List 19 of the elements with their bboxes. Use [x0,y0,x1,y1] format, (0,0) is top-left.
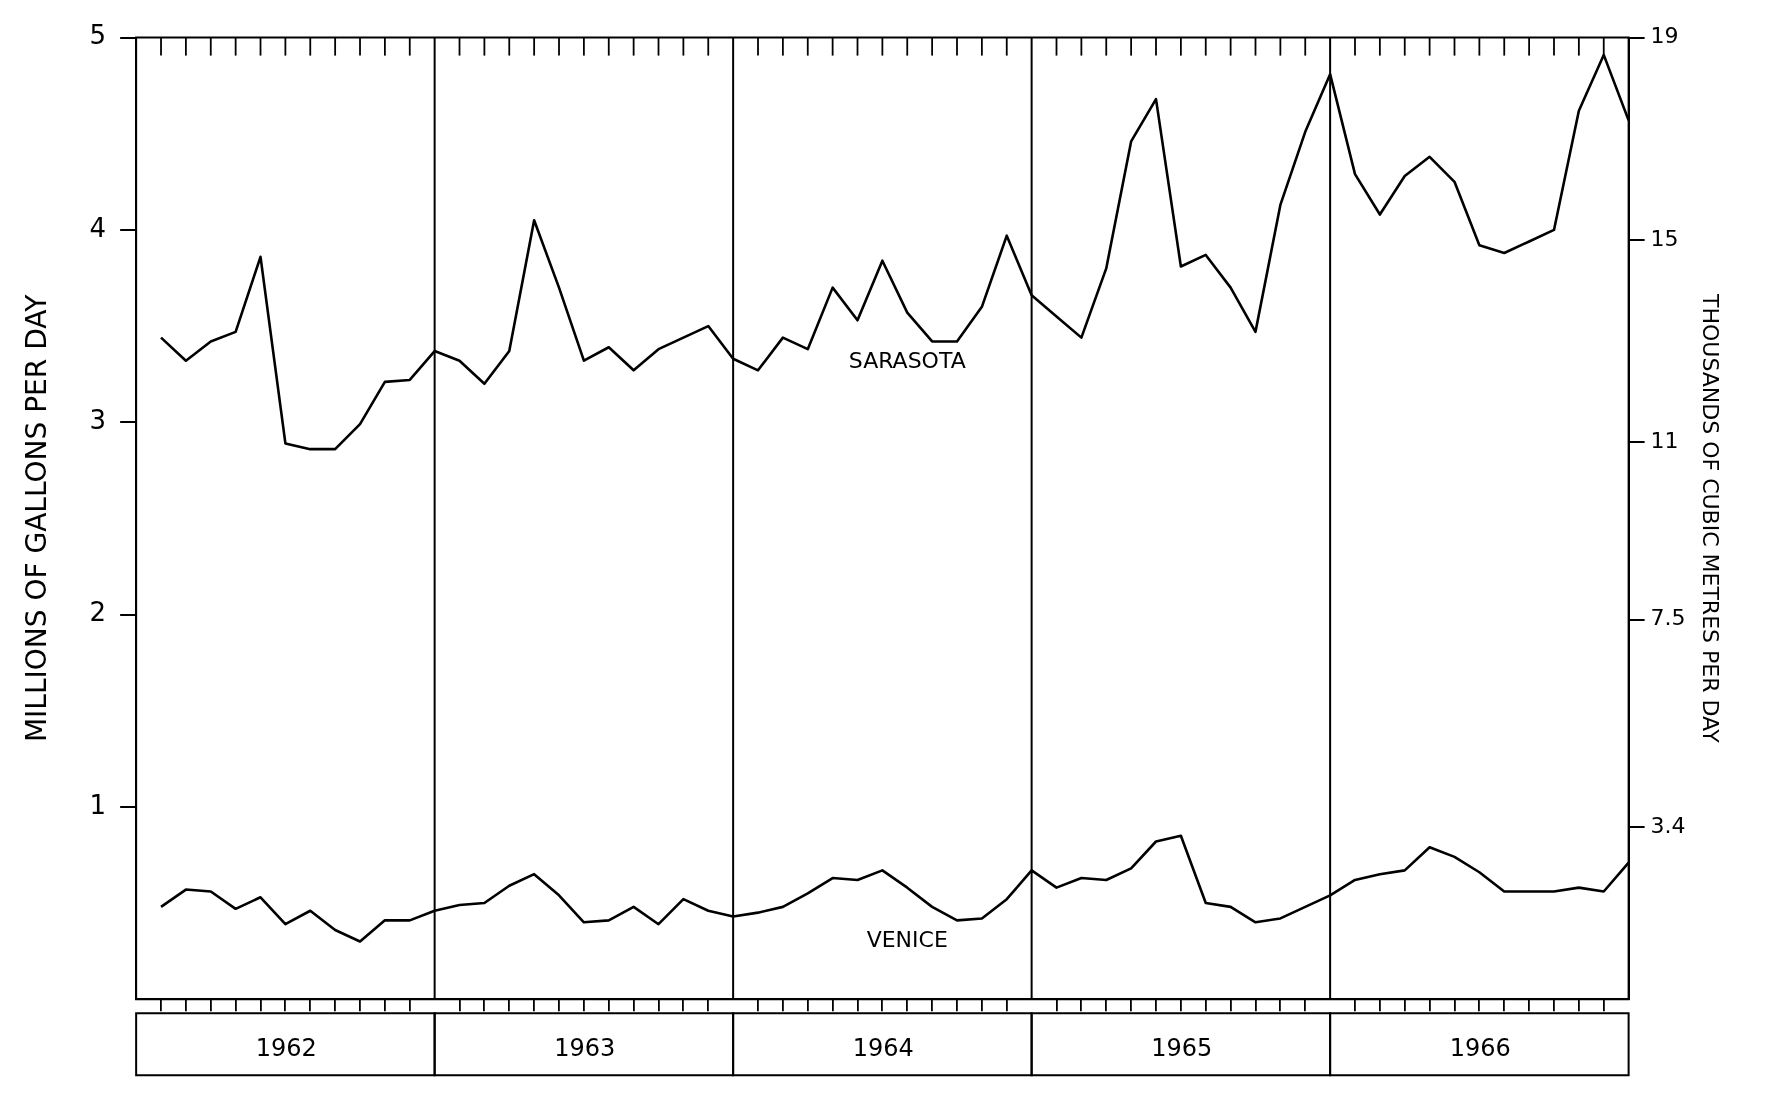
y2-tick-label: 11 [1650,428,1679,454]
x-tick-label: 1964 [852,1033,914,1062]
x-tick-label: 1963 [554,1033,616,1062]
y2-tick-label: 15 [1650,225,1679,251]
y2-tick-label: 3.4 [1650,812,1686,838]
y-tick-label: 3 [89,404,107,435]
y2-axis-title: THOUSANDS OF CUBIC METRES PER DAY [1698,293,1724,744]
series-label: SARASOTA [848,348,966,374]
y-axis-title: MILLIONS OF GALLONS PER DAY [20,293,54,743]
y2-tick-label: 7.5 [1650,605,1686,631]
y-tick-label: 1 [89,789,107,820]
x-tick-label: 1962 [255,1033,317,1062]
x-tick-label: 1965 [1151,1033,1213,1062]
y-tick-label: 2 [89,597,107,628]
series-label: VENICE [866,927,948,953]
x-tick-label: 1966 [1449,1033,1511,1062]
y-tick-label: 5 [89,20,107,51]
y2-tick-label: 19 [1650,23,1679,49]
y-tick-label: 4 [89,212,107,243]
